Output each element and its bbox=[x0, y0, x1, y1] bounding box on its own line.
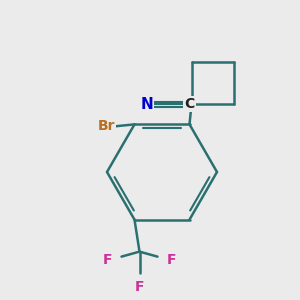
Text: F: F bbox=[167, 253, 176, 267]
Text: F: F bbox=[103, 253, 112, 267]
Text: C: C bbox=[184, 98, 195, 111]
Text: Br: Br bbox=[98, 119, 115, 134]
Text: F: F bbox=[135, 280, 144, 294]
Text: N: N bbox=[140, 97, 153, 112]
